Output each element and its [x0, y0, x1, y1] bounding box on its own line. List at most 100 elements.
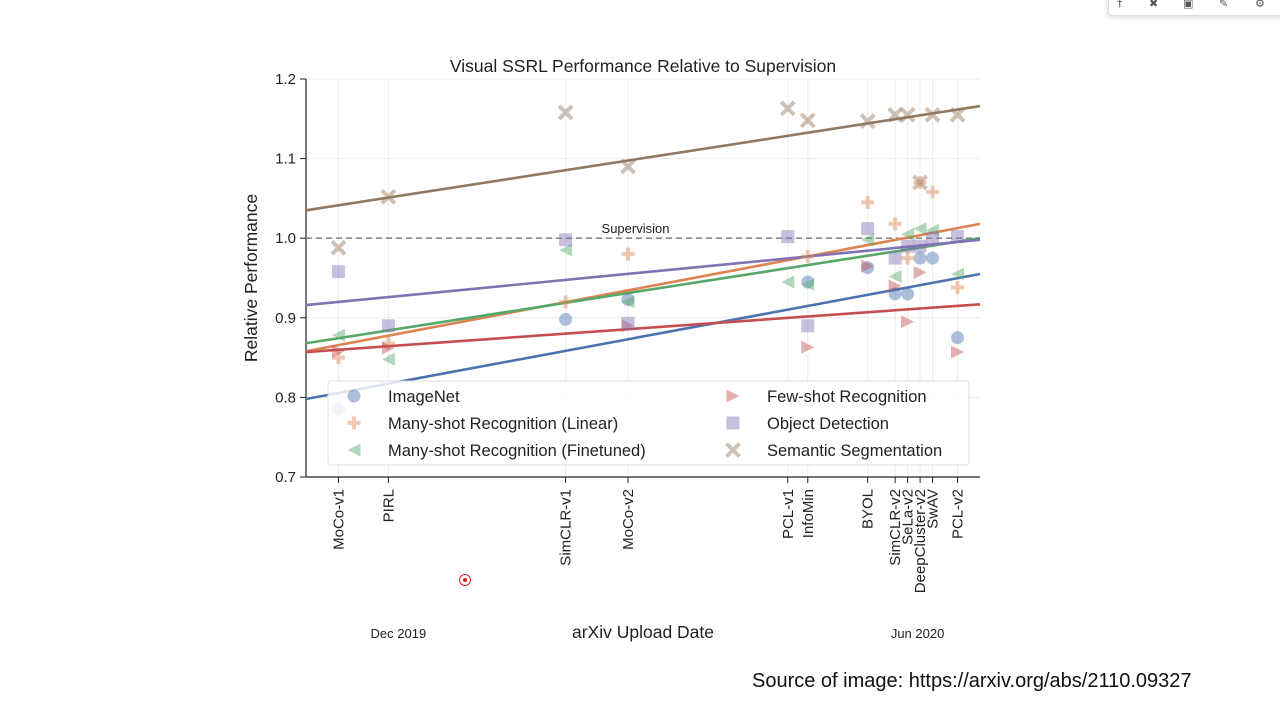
x-tick-label: BYOL [860, 489, 877, 529]
point-few-shot-recognition [621, 319, 635, 333]
legend-label-semantic-segmentation: Semantic Segmentation [767, 442, 942, 460]
trend-few-shot-recognition [305, 302, 981, 354]
point-many-shot-recognition-linear [901, 251, 915, 265]
point-many-shot-recognition-linear [951, 281, 965, 295]
point-imagenet [913, 251, 927, 265]
trend-semantic-segmentation [305, 104, 981, 212]
source-note: Source of image: https://arxiv.org/abs/2… [752, 670, 1192, 692]
legend-label-few-shot-recognition: Few-shot Recognition [767, 388, 927, 406]
tools-icon[interactable]: ✖ [1149, 0, 1159, 10]
point-many-shot-recognition-linear [801, 250, 815, 264]
trend-imagenet [305, 272, 981, 401]
x-tick-label: SimCLR-v1 [558, 489, 575, 566]
trend-many-shot-recognition-linear [305, 222, 981, 353]
x-tick-label: PCL-v1 [780, 489, 797, 539]
chart-title: Visual SSRL Performance Relative to Supe… [450, 56, 836, 76]
trend-object-detection [305, 238, 981, 307]
point-object-detection [926, 231, 940, 245]
y-tick-label: 0.7 [275, 469, 296, 486]
period-label: Jun 2020 [891, 626, 945, 641]
y-tick-label: 1.2 [275, 71, 296, 88]
point-semantic-segmentation [887, 106, 904, 123]
legend-label-object-detection: Object Detection [767, 415, 889, 433]
trend-many-shot-recognition-finetuned [305, 236, 981, 345]
point-few-shot-recognition [381, 341, 395, 355]
supervision-reference: Supervision [306, 221, 980, 239]
legend-marker-semantic-segmentation [725, 442, 741, 458]
point-many-shot-recognition-finetuned [861, 233, 875, 247]
point-many-shot-recognition-finetuned [951, 267, 965, 281]
point-many-shot-recognition-linear [331, 351, 345, 365]
legend-marker-object-detection [726, 416, 740, 430]
y-tick-label: 0.8 [275, 389, 296, 406]
y-tick-label: 0.9 [275, 310, 296, 327]
supervision-label: Supervision [602, 221, 670, 236]
x-axis-label: arXiv Upload Date [572, 622, 714, 642]
legend-marker-many-shot-recognition-finetuned [347, 443, 361, 457]
x-tick-label: PIRL [380, 489, 397, 522]
legend-label-imagenet: ImageNet [388, 388, 460, 406]
point-imagenet [951, 331, 965, 345]
pen-icon[interactable]: ✎ [1219, 0, 1229, 10]
point-object-detection [381, 319, 395, 333]
cursor-indicator [459, 574, 471, 586]
point-semantic-segmentation [949, 106, 966, 123]
point-semantic-segmentation [779, 100, 796, 117]
x-tick-label: SimCLR-v2 [887, 489, 904, 566]
point-many-shot-recognition-finetuned [331, 328, 345, 342]
point-imagenet [888, 287, 902, 301]
point-object-detection [861, 222, 875, 236]
point-few-shot-recognition [901, 315, 915, 329]
point-few-shot-recognition [913, 265, 927, 279]
point-many-shot-recognition-finetuned [801, 277, 815, 291]
legend: ImageNet Many-shot Recognition (Linear) Ma… [327, 380, 970, 466]
point-semantic-segmentation [924, 106, 941, 123]
legend-label-many-shot-recognition-finetuned: Many-shot Recognition (Finetuned) [388, 442, 646, 460]
point-many-shot-recognition-linear [861, 195, 875, 209]
point-imagenet [861, 261, 875, 275]
annotation-toolbar[interactable]: † ✖ ▣ ✎ ⚙ [1108, 0, 1280, 16]
point-object-detection [781, 230, 795, 244]
x-tick-label: PCL-v2 [950, 489, 967, 539]
y-ticks: 0.7 0.8 0.9 1.0 1.1 1.2 [275, 71, 306, 486]
legend-marker-many-shot-recognition-linear [347, 416, 361, 430]
gear-icon[interactable]: ⚙ [1255, 0, 1265, 10]
point-few-shot-recognition [801, 340, 815, 354]
trend-lines [305, 104, 981, 401]
record-icon[interactable]: ▣ [1183, 0, 1194, 10]
point-many-shot-recognition-linear [913, 175, 927, 189]
point-semantic-segmentation [899, 106, 916, 123]
point-object-detection [951, 230, 965, 244]
point-semantic-segmentation [557, 104, 574, 121]
point-many-shot-recognition-finetuned [559, 243, 573, 257]
x-tick-label: SwAV [925, 489, 942, 529]
point-many-shot-recognition-finetuned [381, 352, 395, 366]
point-many-shot-recognition-finetuned [926, 223, 940, 237]
data-points [330, 100, 966, 416]
point-many-shot-recognition-finetuned [888, 269, 902, 283]
point-semantic-segmentation [620, 158, 636, 175]
point-many-shot-recognition-linear [926, 185, 940, 199]
point-few-shot-recognition [861, 259, 875, 273]
x-tick-label: InfoMin [800, 489, 817, 538]
y-tick-label: 1.1 [275, 151, 296, 168]
point-semantic-segmentation [859, 113, 876, 130]
point-many-shot-recognition-linear [621, 247, 635, 261]
point-semantic-segmentation [912, 174, 929, 191]
point-imagenet [801, 275, 815, 289]
point-object-detection [621, 316, 635, 330]
legend-box [327, 380, 970, 466]
point-many-shot-recognition-finetuned [781, 275, 795, 289]
point-object-detection [559, 233, 573, 247]
point-object-detection [331, 265, 345, 279]
point-object-detection [888, 251, 902, 265]
point-semantic-segmentation [330, 239, 347, 256]
point-imagenet [926, 251, 940, 265]
pin-icon[interactable]: † [1117, 0, 1123, 10]
point-few-shot-recognition [888, 279, 902, 293]
point-many-shot-recognition-linear [381, 336, 395, 350]
x-tick-label: MoCo-v2 [620, 489, 637, 550]
legend-marker-few-shot-recognition [726, 389, 740, 403]
point-semantic-segmentation [799, 112, 816, 129]
